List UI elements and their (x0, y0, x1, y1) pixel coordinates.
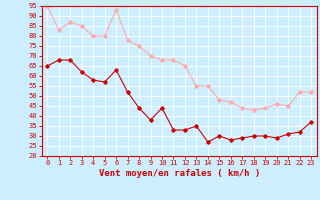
X-axis label: Vent moyen/en rafales ( km/h ): Vent moyen/en rafales ( km/h ) (99, 169, 260, 178)
